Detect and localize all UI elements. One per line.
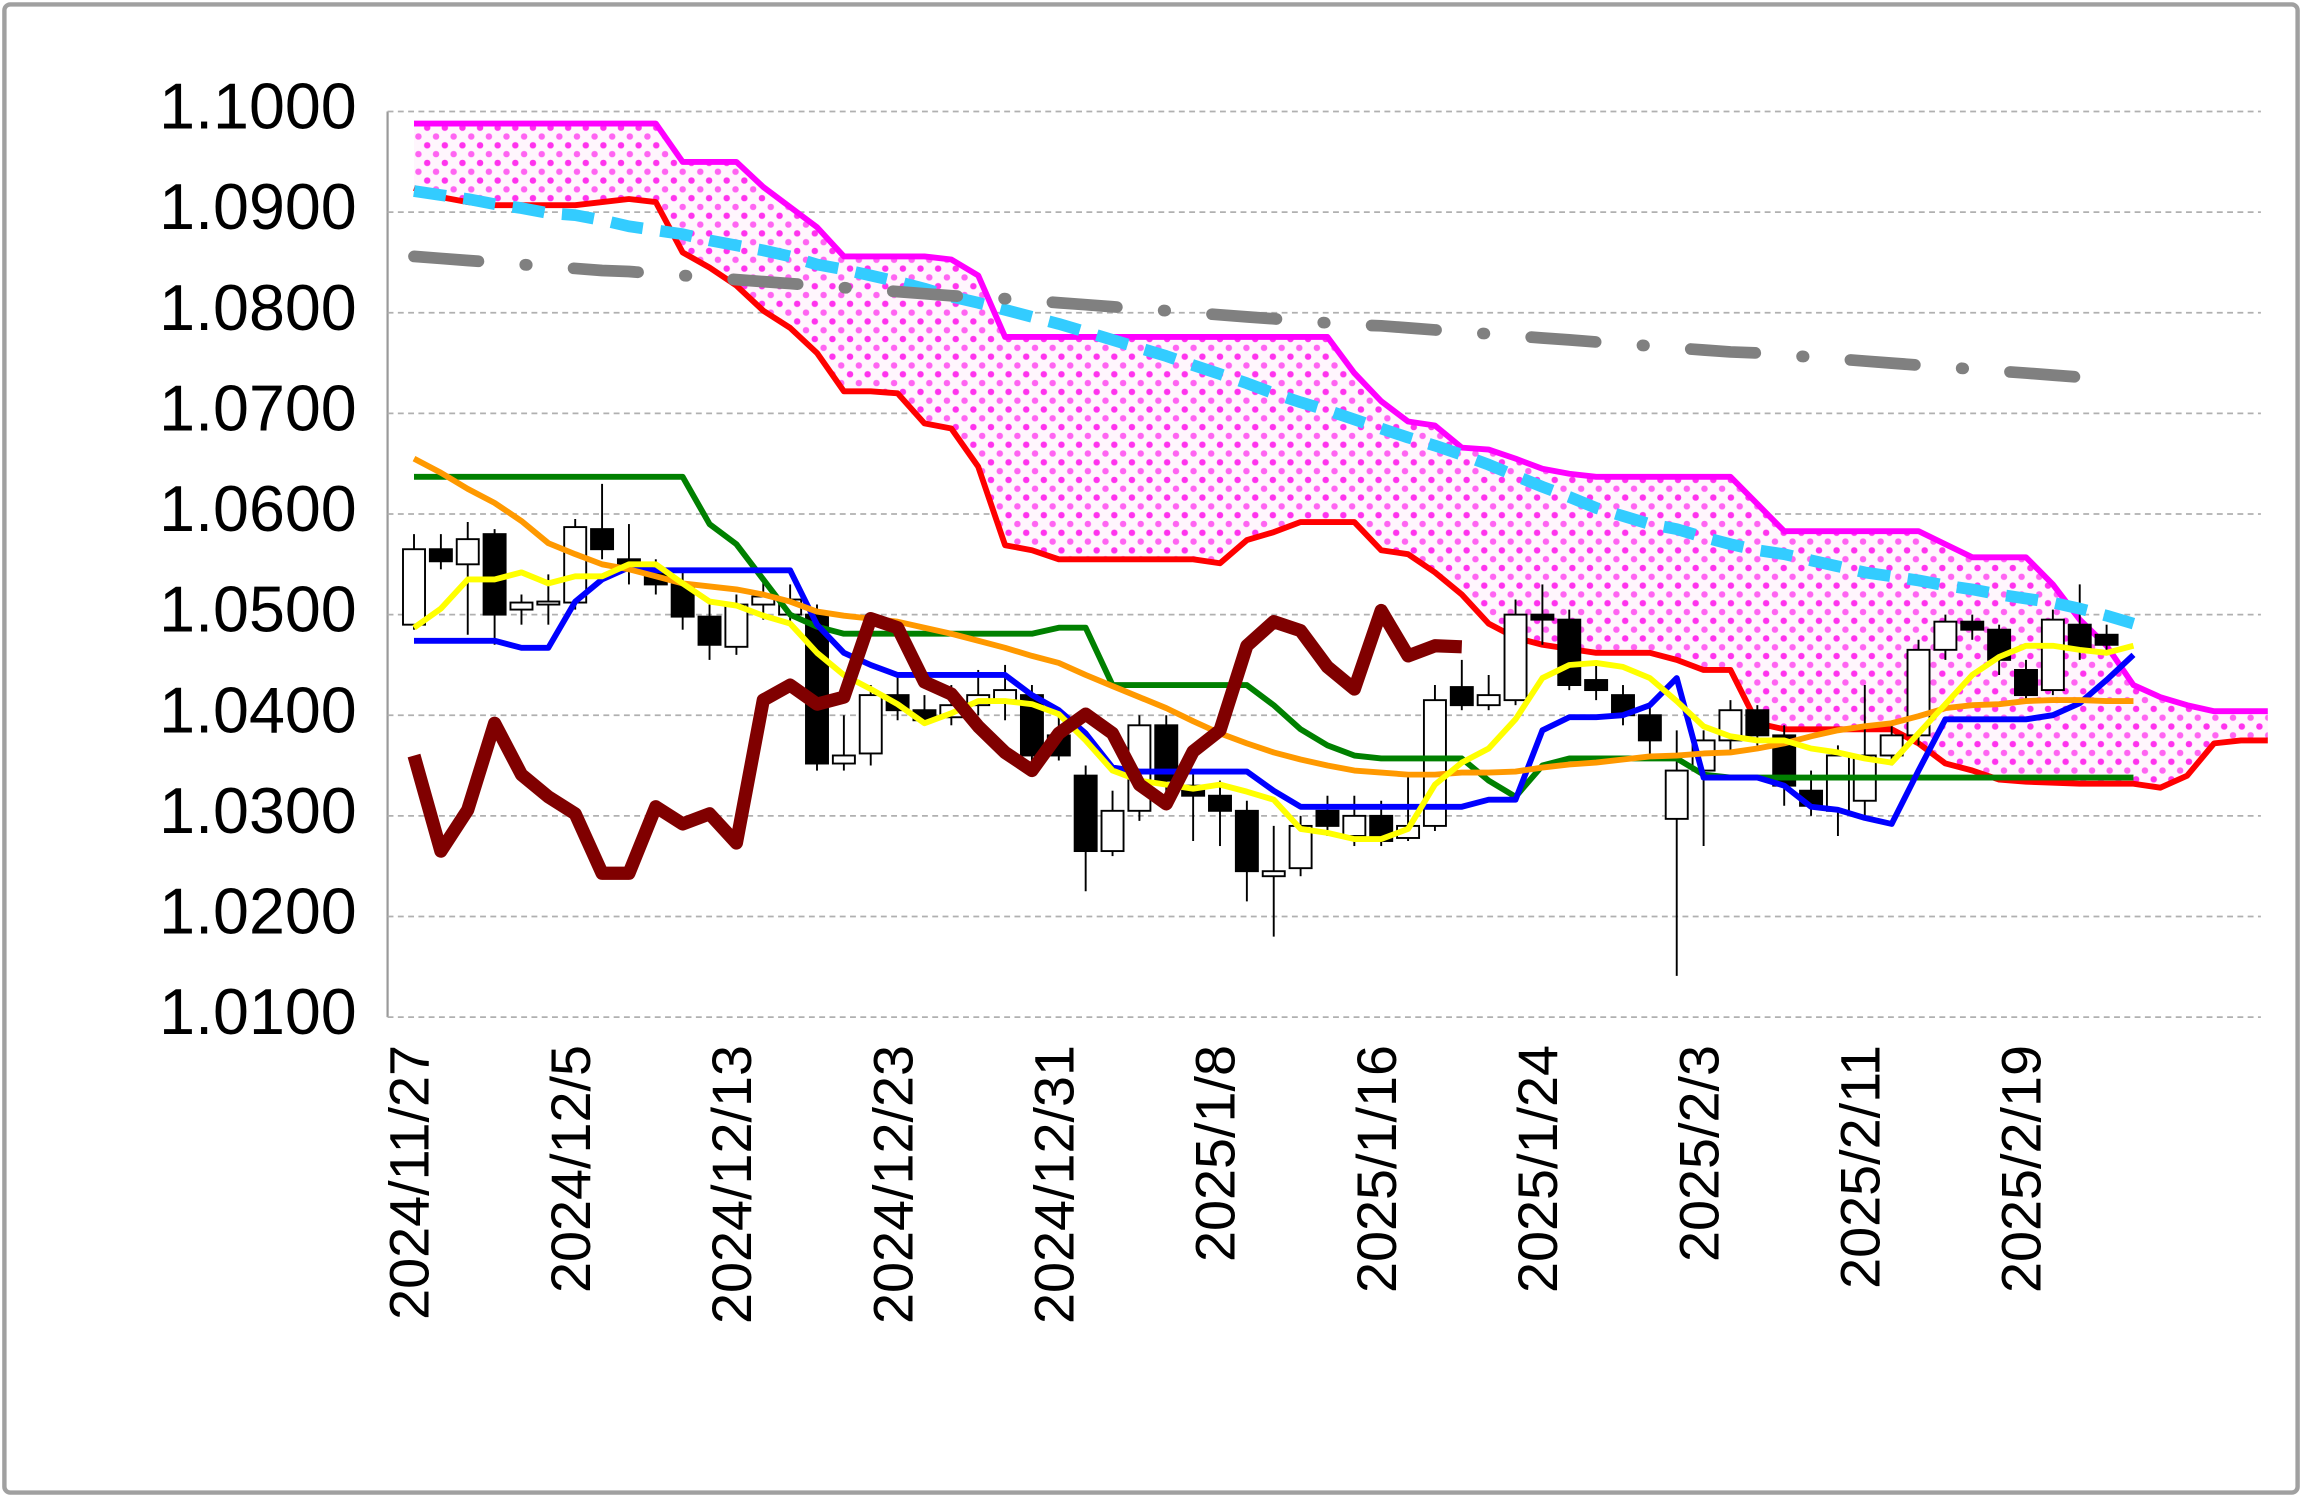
y-tick-label: 1.0600 <box>159 473 357 545</box>
candle-body <box>697 615 722 646</box>
y-tick-label: 1.0100 <box>159 976 357 1048</box>
x-tick-label: 2025/2/19 <box>1991 1045 2053 1293</box>
y-tick-label: 1.0500 <box>159 574 357 646</box>
y-tick-label: 1.0700 <box>159 372 357 444</box>
candle-body <box>1503 613 1528 702</box>
candle-body <box>1073 774 1098 853</box>
candle-body <box>428 548 453 563</box>
line-series <box>412 561 2135 842</box>
y-tick-label: 1.0300 <box>159 775 357 847</box>
y-tick-label: 1.1000 <box>159 71 357 143</box>
x-tick-label: 2025/2/3 <box>1668 1045 1730 1262</box>
candle-body <box>1261 870 1286 878</box>
x-tick-label: 2025/1/16 <box>1346 1045 1408 1293</box>
x-tick-label: 2025/1/8 <box>1185 1045 1247 1262</box>
line-series <box>412 456 2134 778</box>
candle-body <box>858 694 883 755</box>
candle-body <box>402 548 426 626</box>
candle-body <box>1745 709 1770 737</box>
line-series <box>414 473 2134 800</box>
candle-body <box>1825 754 1850 812</box>
candle-body <box>1342 814 1367 837</box>
line-series <box>414 120 2268 715</box>
x-tick-label: 2024/11/27 <box>379 1045 441 1320</box>
candle-body <box>2094 633 2119 646</box>
x-tick-label: 2024/12/13 <box>701 1045 763 1324</box>
candle-body <box>1557 618 1582 687</box>
candle-body <box>1637 714 1662 742</box>
line-series <box>414 564 2136 827</box>
y-tick-label: 1.0900 <box>159 171 357 243</box>
y-tick-label: 1.0800 <box>159 272 357 344</box>
candle-body <box>1960 620 1985 631</box>
candle-body <box>536 600 561 606</box>
line-series <box>413 185 2268 791</box>
line-series <box>407 603 1463 880</box>
candle-body <box>1664 769 1689 820</box>
candle-body <box>1449 686 1474 707</box>
candle-body <box>590 528 615 551</box>
candle-body <box>1530 613 1555 621</box>
cloud-area <box>414 123 2268 788</box>
x-tick-label: 2025/1/24 <box>1507 1045 1569 1293</box>
candle-body <box>1315 809 1340 827</box>
candle-body <box>509 601 534 611</box>
x-tick-label: 2025/2/11 <box>1830 1045 1892 1289</box>
candle-body <box>563 526 588 604</box>
candle-body <box>1234 809 1259 873</box>
candle-body <box>1154 724 1179 782</box>
candle-body <box>1584 679 1609 692</box>
y-tick-label: 1.0200 <box>159 876 357 948</box>
candle-body <box>1879 734 1904 757</box>
x-tick-label: 2024/12/31 <box>1024 1045 1086 1324</box>
candle-body <box>1933 620 1958 651</box>
candle-body <box>1476 694 1501 707</box>
line-series <box>408 250 2113 386</box>
candle-body <box>1208 794 1232 812</box>
x-tick-label: 2024/12/23 <box>862 1045 924 1324</box>
candle-body <box>831 754 856 765</box>
x-tick-label: 2024/12/5 <box>540 1045 602 1293</box>
candle-body <box>1100 809 1125 853</box>
candle-body <box>2014 669 2038 697</box>
y-tick-label: 1.0400 <box>159 674 357 746</box>
candle-body <box>2040 618 2065 692</box>
candle-body <box>455 538 480 566</box>
